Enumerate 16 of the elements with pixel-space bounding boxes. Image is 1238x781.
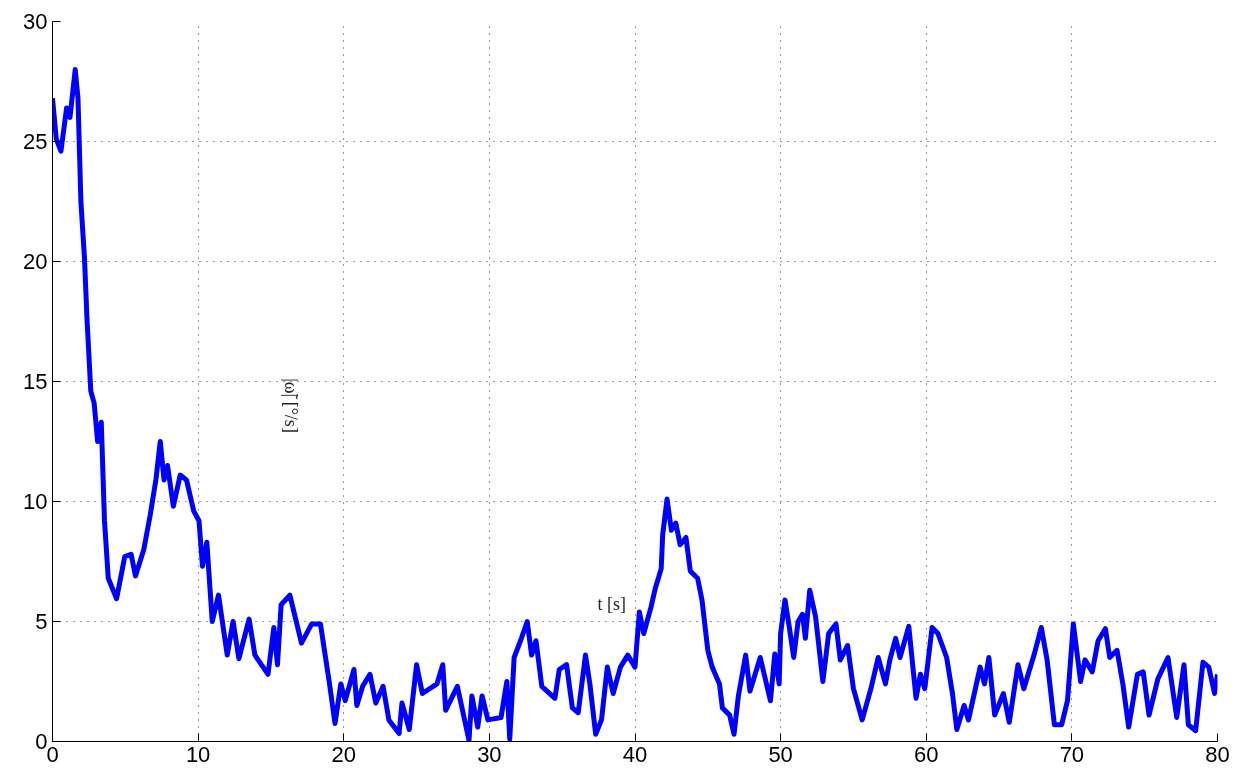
y-tick-label: 5 bbox=[35, 609, 48, 634]
y-tick-label: 30 bbox=[23, 9, 48, 34]
x-tick-label: 60 bbox=[914, 741, 939, 767]
x-tick-label: 30 bbox=[477, 741, 502, 767]
y-tick-label: 10 bbox=[23, 489, 48, 514]
x-tick-label: 20 bbox=[331, 741, 356, 767]
y-axis-title: |ω̃| [°/s] bbox=[281, 378, 302, 433]
y-tick-label: 15 bbox=[23, 369, 48, 394]
x-tick-label: 10 bbox=[185, 741, 211, 767]
y-tick-label: 25 bbox=[23, 129, 48, 154]
x-tick-label: 80 bbox=[1205, 741, 1230, 767]
x-tick-label: 70 bbox=[1059, 741, 1085, 767]
x-axis-title: t [s] bbox=[597, 594, 626, 615]
x-tick-label: 40 bbox=[622, 741, 648, 767]
x-tick-label: 50 bbox=[768, 741, 793, 767]
y-tick-label: 20 bbox=[23, 249, 48, 274]
